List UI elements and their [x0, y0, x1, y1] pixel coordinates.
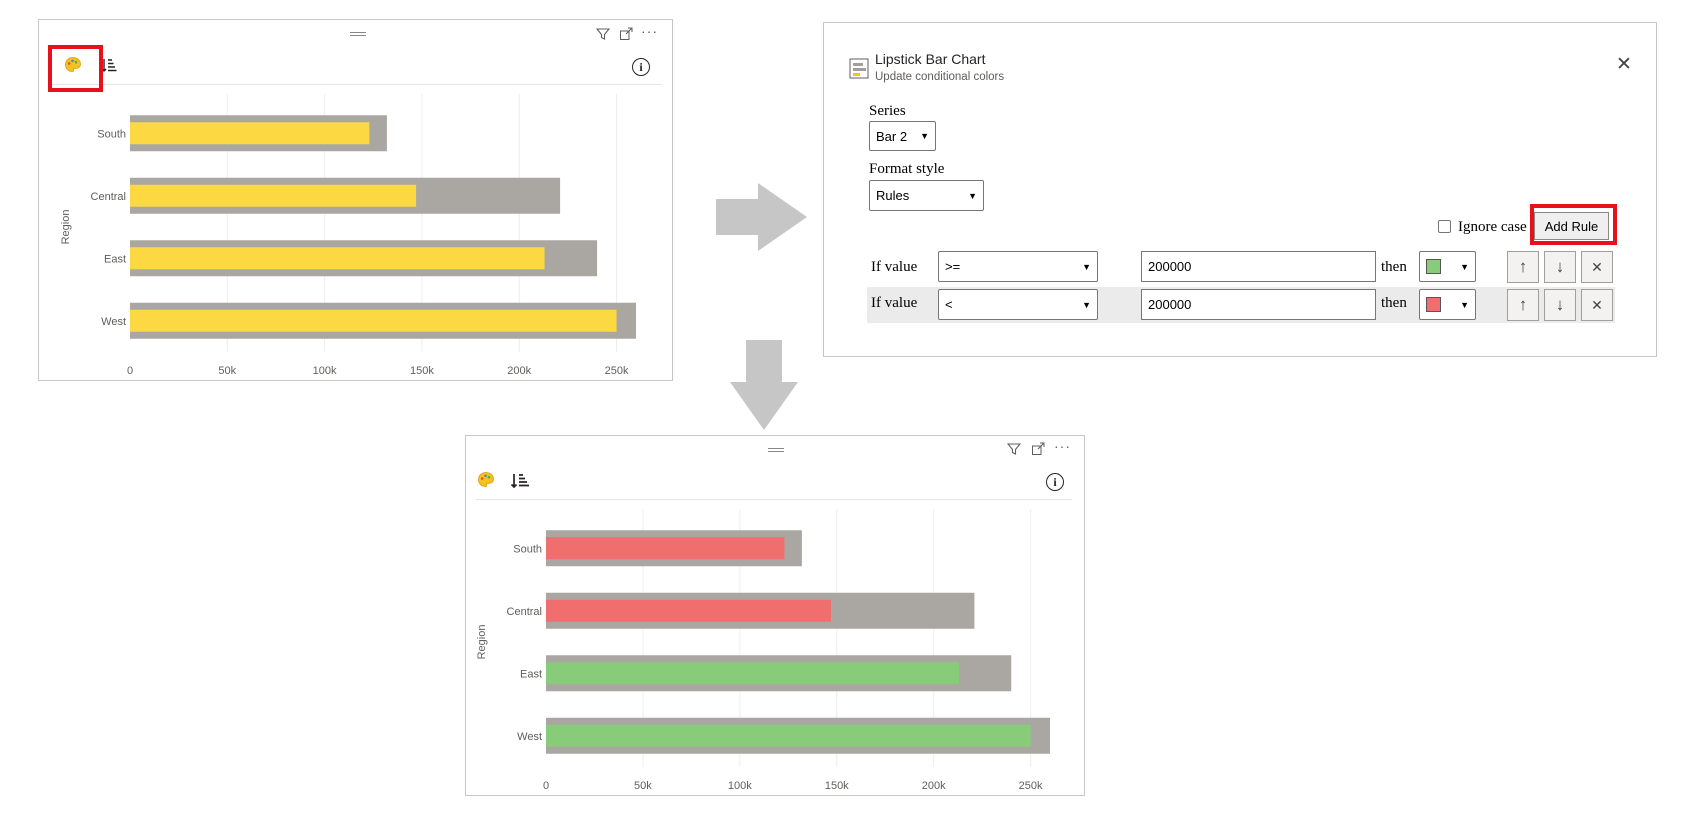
palette-icon[interactable]	[64, 56, 82, 79]
ignore-case-checkbox[interactable]	[1438, 220, 1451, 233]
category-label: South	[513, 543, 542, 555]
chevron-down-icon: ▼	[920, 131, 929, 141]
sort-icon[interactable]	[510, 473, 530, 494]
ignore-case-label: Ignore case	[1458, 219, 1527, 235]
delete-rule-button[interactable]: ✕	[1581, 289, 1613, 321]
y-axis-title: Region	[60, 210, 72, 245]
conditional-colors-dialog: Lipstick Bar Chart Update conditional co…	[823, 22, 1657, 357]
drag-grip[interactable]	[768, 448, 784, 452]
sort-icon[interactable]	[101, 58, 117, 78]
bar-lipstick[interactable]	[546, 724, 1031, 747]
operator-value: <	[945, 297, 953, 312]
x-tick-label: 150k	[825, 780, 849, 792]
info-icon[interactable]: i	[1046, 473, 1064, 491]
category-label: East	[520, 668, 542, 680]
if-value-label: If value	[871, 259, 918, 275]
x-tick-label: 100k	[728, 780, 752, 792]
move-up-button[interactable]: ↑	[1507, 251, 1539, 283]
arrow-right	[716, 183, 807, 251]
bar-lipstick[interactable]	[546, 662, 959, 685]
x-tick-label: 50k	[218, 365, 236, 377]
x-tick-label: 0	[127, 365, 133, 377]
bar-lipstick[interactable]	[546, 537, 785, 560]
add-rule-button[interactable]: Add Rule	[1534, 212, 1609, 240]
category-label: South	[97, 128, 126, 140]
category-label: Central	[507, 606, 542, 618]
color-swatch	[1426, 259, 1441, 274]
chart-icon	[849, 57, 869, 84]
dialog-subtitle: Update conditional colors	[875, 71, 1005, 83]
x-tick-label: 0	[543, 780, 549, 792]
chevron-down-icon: ▼	[1460, 299, 1469, 310]
format-style-select[interactable]: Rules ▼	[869, 180, 984, 211]
move-down-button[interactable]: ↓	[1544, 289, 1576, 321]
more-options-icon[interactable]: ···	[641, 23, 658, 39]
focus-mode-icon[interactable]	[1031, 442, 1045, 459]
category-label: West	[517, 731, 542, 743]
y-axis-title: Region	[476, 625, 488, 660]
more-options-icon[interactable]: ···	[1054, 438, 1071, 454]
palette-icon[interactable]	[477, 471, 495, 494]
x-tick-label: 100k	[313, 365, 337, 377]
format-style-value: Rules	[876, 188, 910, 203]
header-divider	[476, 499, 1072, 500]
operator-value: >=	[945, 259, 961, 274]
if-value-label: If value	[871, 295, 918, 311]
operator-select[interactable]: < ▼	[938, 289, 1098, 320]
x-tick-label: 200k	[922, 780, 946, 792]
focus-mode-icon[interactable]	[619, 27, 633, 44]
bar-lipstick[interactable]	[130, 247, 545, 270]
chevron-down-icon: ▼	[1082, 261, 1091, 272]
filter-icon[interactable]	[1006, 442, 1022, 459]
color-select[interactable]: ▼	[1419, 251, 1476, 282]
then-label: then	[1381, 259, 1407, 275]
header-divider	[49, 84, 662, 85]
category-label: East	[104, 253, 126, 265]
series-label: Series	[869, 103, 906, 119]
add-rule-highlight-box	[1530, 204, 1617, 245]
bar-chart-before: 0 50k 100k 150k 200k 250k South Central East West…	[60, 94, 636, 377]
operator-select[interactable]: >= ▼	[938, 251, 1098, 282]
color-select[interactable]: ▼	[1419, 289, 1476, 320]
x-tick-label: 200k	[507, 365, 531, 377]
x-tick-label: 250k	[605, 365, 629, 377]
rule-value-input[interactable]: 200000	[1141, 251, 1376, 282]
chevron-down-icon: ▼	[1460, 261, 1469, 272]
category-label: Central	[91, 191, 126, 203]
info-glyph: i	[639, 59, 643, 74]
close-icon[interactable]: ✕	[1616, 54, 1632, 75]
x-tick-label: 250k	[1019, 780, 1043, 792]
series-select[interactable]: Bar 2 ▼	[869, 121, 936, 151]
series-select-value: Bar 2	[876, 128, 908, 144]
filter-icon[interactable]	[595, 27, 611, 44]
dialog-title: Lipstick Bar Chart	[875, 51, 986, 67]
bar-chart-after: 0 50k 100k 150k 200k 250k South Central East West…	[476, 509, 1050, 792]
color-swatch	[1426, 297, 1441, 312]
drag-grip[interactable]	[350, 32, 366, 36]
bar-lipstick[interactable]	[130, 309, 617, 332]
category-label: West	[101, 316, 126, 328]
x-tick-label: 150k	[410, 365, 434, 377]
delete-rule-button[interactable]: ✕	[1581, 251, 1613, 283]
bar-lipstick[interactable]	[546, 599, 831, 622]
info-icon[interactable]: i	[632, 58, 650, 76]
arrow-down	[730, 340, 798, 430]
then-label: then	[1381, 295, 1407, 311]
move-up-button[interactable]: ↑	[1507, 289, 1539, 321]
chevron-down-icon: ▼	[1082, 299, 1091, 310]
bar-lipstick[interactable]	[130, 122, 370, 145]
visual-after: ··· i 0 50k 100k 150k 200k 250k South Central Ea…	[465, 435, 1085, 796]
move-down-button[interactable]: ↓	[1544, 251, 1576, 283]
format-style-label: Format style	[869, 161, 945, 177]
info-glyph: i	[1053, 474, 1057, 489]
rule-value-input[interactable]: 200000	[1141, 289, 1376, 320]
palette-highlight-box	[48, 45, 103, 92]
x-tick-label: 50k	[634, 780, 652, 792]
chevron-down-icon: ▼	[968, 190, 977, 201]
visual-before: ··· i 0 50k 100k 150k 200k 250k South Central Ea…	[38, 19, 673, 381]
bar-lipstick[interactable]	[130, 184, 417, 207]
